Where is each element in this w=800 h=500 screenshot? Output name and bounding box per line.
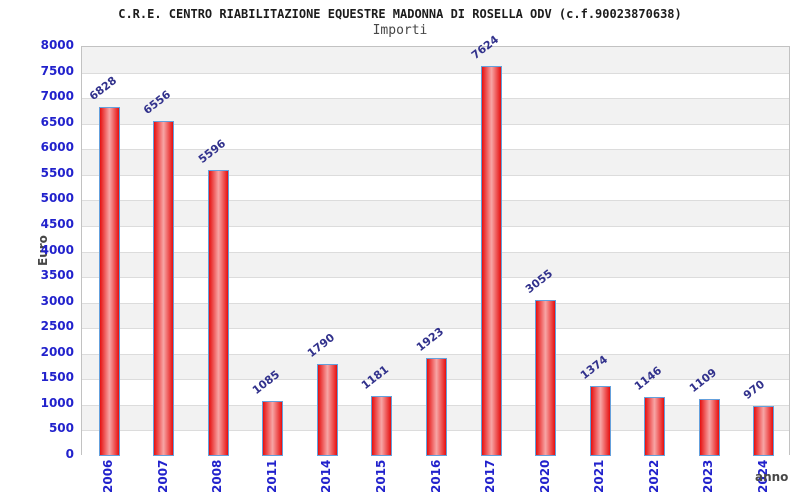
- y-tick-label: 0: [65, 447, 74, 461]
- x-tick-label: 2007: [155, 459, 170, 493]
- x-axis-title: anno: [755, 470, 789, 484]
- bar-2006: [98, 106, 120, 456]
- y-tick-label: 4500: [40, 216, 74, 231]
- x-tick-label: 2021: [592, 459, 607, 493]
- bar-2007: [153, 120, 175, 456]
- x-tick-label: 2022: [646, 459, 661, 493]
- grid-band: [82, 123, 789, 150]
- x-tick-label: 2023: [701, 459, 716, 493]
- x-tick-label: 2014: [319, 459, 334, 493]
- grid-band: [82, 149, 789, 175]
- y-tick-label: 7500: [40, 63, 74, 78]
- y-tick-label: 5500: [40, 165, 74, 180]
- x-tick-label: 2017: [483, 459, 498, 493]
- bar-2023: [698, 399, 720, 456]
- y-tick-label: 2000: [40, 344, 74, 359]
- y-tick-label: 5000: [40, 191, 74, 206]
- y-tick-label: 2500: [40, 319, 74, 334]
- chart-title: C.R.E. CENTRO RIABILITAZIONE EQUESTRE MA…: [118, 7, 682, 21]
- bar-2022: [644, 397, 666, 456]
- bar-2015: [371, 395, 393, 456]
- grid-band: [82, 47, 789, 73]
- bar-2020: [535, 299, 557, 456]
- grid-band: [82, 251, 789, 278]
- bar-2021: [589, 385, 611, 456]
- bar-2017: [480, 66, 502, 456]
- grid-band: [82, 302, 789, 329]
- y-tick-label: 3500: [40, 268, 74, 283]
- plot-area: 6828 6556 5596 1085 1790 1181 1923 7624 3055 1374…: [81, 33, 790, 456]
- y-tick-label: 1000: [40, 395, 74, 410]
- x-tick-label: 2008: [210, 459, 225, 493]
- x-tick-label: 2015: [373, 459, 388, 493]
- grid-band: [82, 277, 789, 303]
- x-tick-label: 2006: [101, 459, 116, 493]
- grid-band: [82, 225, 789, 252]
- chart-subtitle: Importi: [372, 23, 428, 38]
- y-tick-label: 6000: [40, 140, 74, 155]
- grid-band: [82, 200, 789, 226]
- y-tick-label: 1500: [40, 370, 74, 385]
- grid-band: [82, 174, 789, 201]
- y-tick-label: 8000: [40, 38, 74, 52]
- y-tick-label: 500: [48, 421, 74, 436]
- y-tick-label: 7000: [40, 89, 74, 104]
- bar-2016: [426, 357, 447, 456]
- bar-2008: [207, 169, 229, 456]
- bar-2024: [753, 406, 775, 456]
- grid-band: [82, 98, 789, 124]
- x-tick-label: 2011: [264, 459, 279, 493]
- y-tick-label: 4000: [40, 242, 74, 257]
- bar-2011: [262, 400, 284, 456]
- x-tick-label: 2020: [537, 459, 552, 493]
- y-tick-label: 3000: [40, 293, 74, 308]
- bar-2014: [316, 364, 338, 456]
- grid-band: [82, 328, 789, 354]
- y-tick-label: 6500: [40, 114, 74, 129]
- grid-band: [82, 72, 789, 99]
- x-tick-label: 2016: [428, 459, 443, 493]
